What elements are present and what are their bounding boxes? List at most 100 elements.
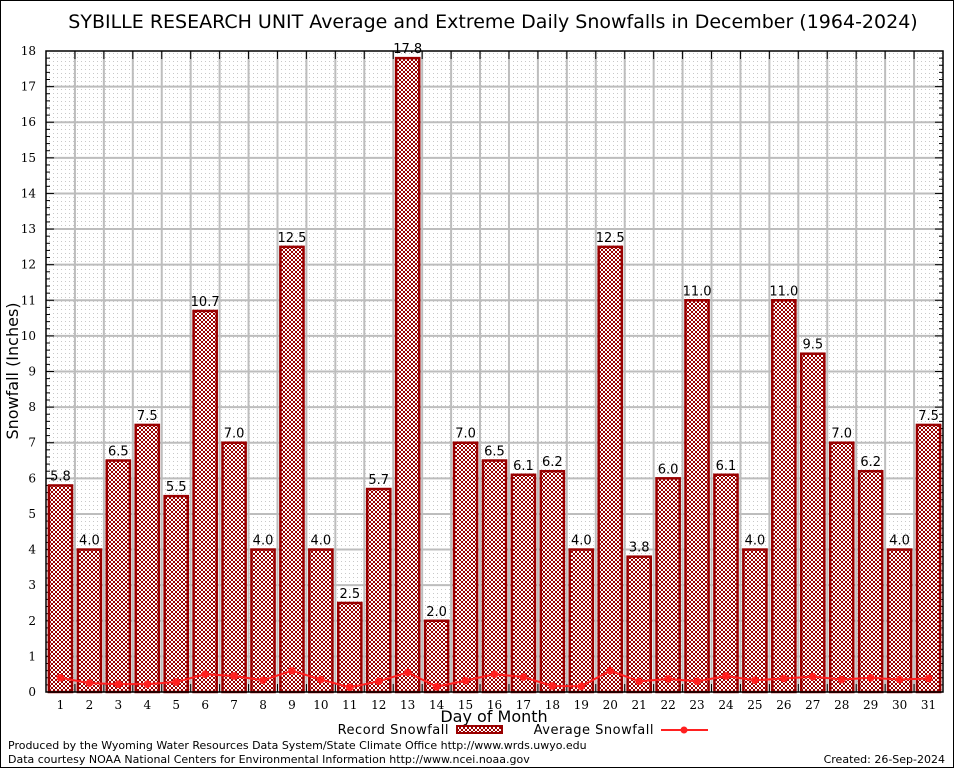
x-tick-label: 11 bbox=[342, 698, 357, 712]
bar-day-13 bbox=[394, 56, 421, 694]
average-point-day-3 bbox=[114, 680, 123, 688]
bar-label-day-31: 7.5 bbox=[918, 409, 939, 424]
bar-day-17 bbox=[510, 473, 537, 694]
bar-day-22 bbox=[655, 477, 681, 694]
bar-label-day-13: 17.8 bbox=[393, 42, 422, 57]
bar-day-21 bbox=[626, 555, 653, 694]
bar-label-day-8: 4.0 bbox=[253, 534, 274, 549]
bar-label-day-14: 2.0 bbox=[426, 605, 447, 620]
y-axis-label: Snowfall (Inches) bbox=[3, 302, 22, 439]
average-point-day-8 bbox=[259, 676, 267, 685]
bar-day-16 bbox=[481, 459, 508, 694]
x-tick-label: 10 bbox=[313, 698, 328, 712]
average-point-day-2 bbox=[85, 679, 94, 687]
bar-day-14 bbox=[423, 619, 450, 694]
bar-label-day-7: 7.0 bbox=[224, 427, 245, 442]
bar-label-day-18: 6.2 bbox=[542, 455, 563, 470]
average-point-day-24 bbox=[722, 672, 730, 680]
average-point-day-5 bbox=[172, 678, 181, 686]
bar-label-day-11: 2.5 bbox=[339, 587, 360, 602]
average-point-day-13 bbox=[403, 668, 412, 677]
bar-label-day-3: 6.5 bbox=[108, 445, 129, 460]
bar-day-10 bbox=[308, 548, 334, 694]
bar-day-6 bbox=[192, 309, 218, 694]
average-point-day-16 bbox=[490, 670, 499, 678]
y-tick-label: 12 bbox=[21, 258, 36, 272]
average-point-day-19 bbox=[577, 682, 586, 691]
average-point-day-31 bbox=[924, 674, 933, 683]
y-tick-label: 15 bbox=[21, 151, 36, 165]
y-tick-label: 13 bbox=[21, 222, 36, 236]
x-tick-label: 29 bbox=[863, 698, 878, 712]
y-tick-label: 14 bbox=[21, 186, 37, 200]
x-tick-label: 15 bbox=[458, 698, 473, 712]
y-tick-label: 5 bbox=[28, 507, 36, 521]
bar-label-day-17: 6.1 bbox=[513, 459, 534, 474]
x-tick-label: 17 bbox=[516, 698, 531, 712]
average-point-day-12 bbox=[374, 677, 383, 686]
x-tick-label: 16 bbox=[487, 698, 502, 712]
bar-day-9 bbox=[279, 245, 305, 694]
x-axis-label: Day of Month bbox=[440, 707, 547, 726]
average-point-day-22 bbox=[664, 675, 672, 683]
bar-day-18 bbox=[539, 469, 566, 694]
footer-produced-by: Produced by the Wyoming Water Resources … bbox=[8, 739, 587, 752]
bar-label-day-10: 4.0 bbox=[311, 534, 332, 549]
x-tick-label: 13 bbox=[400, 698, 415, 712]
bar-day-3 bbox=[105, 459, 132, 694]
x-tick-label: 30 bbox=[892, 698, 907, 712]
y-tick-label: 10 bbox=[21, 329, 36, 343]
legend-average-marker bbox=[680, 726, 688, 734]
bar-label-day-30: 4.0 bbox=[889, 534, 910, 549]
bar-day-30 bbox=[886, 548, 913, 694]
average-point-day-29 bbox=[866, 673, 875, 682]
bar-day-25 bbox=[742, 548, 768, 694]
bar-day-8 bbox=[250, 548, 276, 694]
x-tick-label: 20 bbox=[603, 698, 618, 712]
chart-title: SYBILLE RESEARCH UNIT Average and Extrem… bbox=[68, 11, 917, 33]
x-tick-label: 14 bbox=[429, 698, 445, 712]
average-point-day-25 bbox=[751, 676, 759, 685]
y-tick-label: 4 bbox=[28, 543, 36, 557]
x-tick-label: 5 bbox=[172, 698, 180, 712]
plot-area: 5.84.06.57.55.510.77.04.012.54.02.55.717… bbox=[21, 42, 944, 712]
x-tick-label: 22 bbox=[660, 698, 675, 712]
bar-label-day-19: 4.0 bbox=[571, 534, 592, 549]
average-point-day-26 bbox=[780, 674, 788, 683]
bar-label-day-16: 6.5 bbox=[484, 445, 505, 460]
y-tick-label: 8 bbox=[28, 400, 36, 414]
x-tick-label: 7 bbox=[230, 698, 238, 712]
x-tick-label: 2 bbox=[86, 698, 94, 712]
y-tick-label: 9 bbox=[28, 365, 36, 379]
bar-day-15 bbox=[452, 441, 479, 694]
bar-label-day-1: 5.8 bbox=[50, 469, 71, 484]
bar-label-day-2: 4.0 bbox=[79, 534, 100, 549]
bar-day-20 bbox=[597, 245, 624, 694]
bar-label-day-6: 10.7 bbox=[191, 295, 220, 310]
bar-label-day-12: 5.7 bbox=[368, 473, 389, 488]
footer-data-courtesy: Data courtesy NOAA National Centers for … bbox=[8, 753, 530, 766]
bar-day-19 bbox=[568, 548, 595, 694]
y-tick-label: 3 bbox=[28, 578, 36, 592]
y-tick-label: 2 bbox=[28, 614, 36, 628]
average-point-day-1 bbox=[56, 673, 65, 682]
y-tick-label: 1 bbox=[28, 649, 36, 663]
plot-border bbox=[45, 50, 944, 693]
bar-label-day-21: 3.8 bbox=[629, 541, 650, 556]
average-point-day-10 bbox=[317, 675, 325, 684]
x-tick-label: 9 bbox=[288, 698, 296, 712]
x-tick-label: 6 bbox=[201, 698, 209, 712]
average-point-day-11 bbox=[346, 683, 354, 692]
legend-average-label: Average Snowfall bbox=[534, 723, 654, 738]
average-point-day-17 bbox=[519, 673, 528, 681]
bar-label-day-23: 11.0 bbox=[683, 284, 712, 299]
bar-day-27 bbox=[799, 352, 826, 694]
y-tick-label: 7 bbox=[28, 436, 36, 450]
average-point-day-23 bbox=[693, 677, 701, 686]
bar-day-1 bbox=[47, 484, 74, 694]
footer-created: Created: 26-Sep-2024 bbox=[824, 753, 945, 766]
average-point-day-15 bbox=[461, 676, 470, 685]
legend: Record Snowfall Average Snowfall bbox=[338, 723, 708, 738]
